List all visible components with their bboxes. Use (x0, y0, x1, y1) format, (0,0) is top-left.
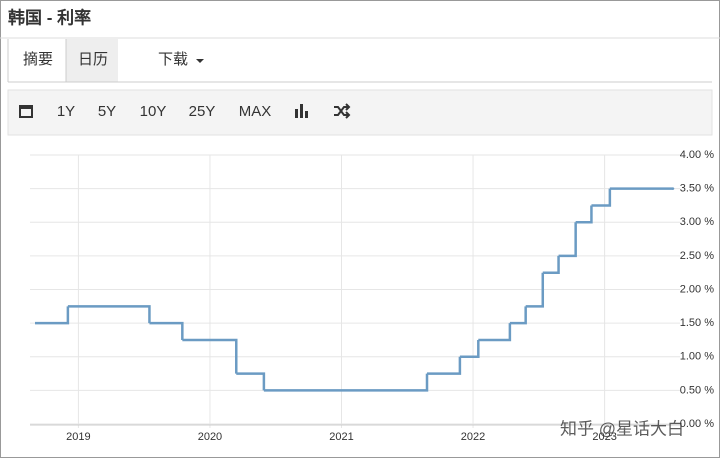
y-tick-label: 2.50 % (680, 250, 714, 262)
line-segment (575, 205, 593, 224)
line-end (671, 187, 675, 190)
dropdown-caret (196, 59, 204, 63)
line-segment (525, 272, 545, 308)
line-segment (263, 373, 429, 392)
line-segment (182, 338, 238, 374)
y-tick-label: 0.50 % (680, 384, 714, 396)
line-segment (67, 305, 151, 324)
line-segment (591, 188, 612, 207)
calendar-icon[interactable] (19, 105, 33, 118)
x-tick-label: 2023 (592, 431, 616, 443)
x-tick-label: 2020 (198, 431, 222, 443)
tab[interactable]: 日历 (78, 51, 108, 68)
range-button[interactable]: MAX (239, 103, 272, 120)
y-tick-label: 4.00 % (680, 149, 714, 161)
y-tick-label: 1.00 % (680, 351, 714, 363)
icon-part (21, 109, 31, 116)
tab-bg (66, 39, 118, 82)
line-segment (35, 306, 70, 325)
x-tick-label: 2022 (461, 431, 485, 443)
line-segment (478, 323, 512, 342)
range-button[interactable]: 25Y (189, 103, 216, 120)
chart: 0.00 % 0.50 % 1.00 % 1.50 % 2.00 % 2.50 % 3.00… (30, 149, 714, 443)
line-segment (558, 222, 577, 258)
icon-part (305, 111, 308, 118)
y-tick-label: 2.00 % (680, 283, 714, 295)
page-title: 韩国 - 利率 (8, 7, 91, 27)
range-button[interactable]: 5Y (98, 103, 116, 120)
tab[interactable]: 摘要 (23, 50, 53, 68)
range-button[interactable]: 1Y (57, 103, 75, 120)
icon-part (295, 109, 298, 118)
range-button[interactable]: 10Y (140, 103, 167, 120)
y-tick-label: 3.50 % (680, 183, 714, 195)
line-segment (459, 339, 480, 358)
tab[interactable]: 下载 (158, 51, 188, 68)
y-tick-label: 1.50 % (680, 317, 714, 329)
watermark: 知乎 @星话大白 (560, 419, 684, 438)
x-tick-label: 2019 (66, 431, 90, 443)
line-segment (509, 306, 527, 325)
bar-icon[interactable] (295, 104, 308, 118)
shuffle-icon[interactable] (334, 103, 351, 119)
line-segment (149, 321, 184, 340)
line-segment (542, 255, 560, 274)
y-tick-label: 0.00 % (680, 418, 714, 430)
line-segment (427, 356, 462, 375)
line-segment (236, 372, 266, 391)
x-tick-label: 2021 (329, 431, 353, 443)
icon-part (300, 104, 303, 118)
toolbar (7, 89, 713, 136)
y-tick-label: 3.00 % (680, 216, 714, 228)
